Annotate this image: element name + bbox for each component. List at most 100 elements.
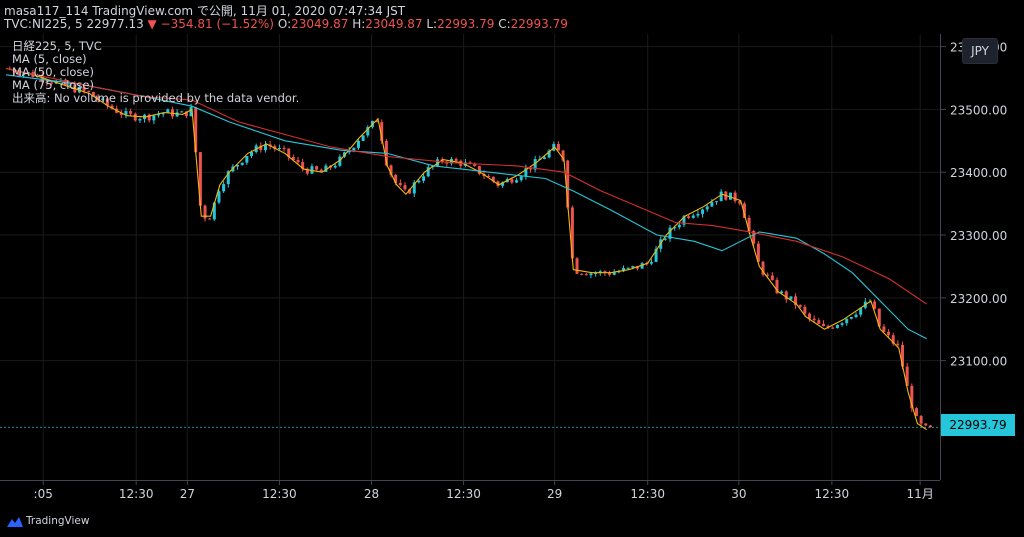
candle-down [756, 243, 760, 262]
candle-down [315, 166, 319, 170]
candle-down [919, 416, 923, 424]
candle-down [529, 168, 533, 170]
candle-up [617, 271, 621, 273]
high-value: 23049.87 [365, 17, 423, 31]
candle-down [491, 176, 495, 182]
legend-ma5[interactable]: MA (5, close) [12, 52, 87, 66]
candle-up [236, 164, 240, 167]
candle-down [747, 217, 751, 231]
candle-up [859, 307, 863, 315]
open-label: O: [277, 17, 292, 31]
candle-up [338, 156, 342, 166]
footer [0, 510, 1024, 537]
legend-ma75[interactable]: MA (75, close) [12, 78, 94, 92]
candle-up [589, 273, 593, 276]
candle-up [668, 227, 672, 239]
candle-up [22, 73, 26, 76]
candle-up [594, 273, 598, 275]
candle-up [361, 135, 365, 141]
legend-ma50[interactable]: MA (50, close) [12, 65, 94, 79]
legend-volume-note: 出来高: No volume is provided by the data v… [12, 91, 300, 105]
candle-down [794, 296, 798, 306]
candle-up [728, 192, 732, 200]
price-axis-divider [940, 34, 941, 480]
candle-down [282, 147, 286, 149]
low-value: 22993.79 [437, 17, 495, 31]
candle-up [77, 86, 81, 93]
ma50-line [5, 74, 927, 340]
candle-up [849, 317, 853, 319]
candle-down [891, 335, 895, 344]
candle-down [96, 96, 100, 101]
candle-up [654, 248, 658, 262]
candle-up [166, 109, 170, 114]
candle-down [905, 366, 909, 386]
price-change: ▼ −354.81 (−1.52%) [147, 17, 274, 31]
x-tick-label: 12:30 [262, 487, 297, 501]
x-tick-label: 12:30 [446, 487, 481, 501]
plot-area[interactable] [0, 34, 940, 481]
candle-down [208, 218, 212, 220]
tradingview-logo-icon[interactable] [6, 515, 24, 529]
candle-up [157, 114, 161, 116]
candle-up [622, 268, 626, 272]
candle-up [701, 209, 705, 214]
candle-up [631, 266, 635, 268]
currency-button[interactable]: JPY [962, 38, 998, 64]
candle-up [542, 157, 546, 160]
candle-up [138, 119, 142, 121]
ohlc-info: TVC:NI225, 5 22977.13 ▼ −354.81 (−1.52%)… [4, 17, 568, 31]
x-tick-label: 11月 [907, 487, 934, 501]
candle-up [161, 113, 165, 115]
candle-up [835, 324, 839, 329]
candle-down [45, 81, 49, 83]
candle-up [515, 180, 519, 183]
candle-up [519, 176, 523, 181]
candle-up [245, 156, 249, 163]
candle-down [561, 150, 565, 161]
legend-symbol: 日経225, 5, TVC [12, 39, 102, 53]
ma5-line [5, 67, 928, 431]
candle-up [101, 98, 105, 101]
candle-down [738, 200, 742, 204]
candle-down [380, 122, 384, 141]
candle-down [473, 163, 477, 166]
candle-down [105, 98, 109, 106]
candle-up [356, 140, 360, 148]
candle-up [705, 206, 709, 210]
candle-down [914, 408, 918, 417]
candle-down [273, 146, 277, 149]
candle-up [612, 272, 616, 275]
candle-down [82, 86, 86, 91]
candle-up [180, 111, 184, 113]
x-tick-label: 12:30 [815, 487, 850, 501]
candle-down [510, 179, 514, 183]
last-price-label: 22993.79 [941, 414, 1015, 436]
candle-down [389, 165, 393, 175]
candle-down [603, 271, 607, 274]
candle-down [203, 205, 207, 219]
tradingview-brand[interactable]: TradingView [26, 515, 90, 527]
candle-up [226, 171, 230, 185]
candle-up [310, 166, 314, 174]
candle-down [319, 169, 323, 172]
candle-up [222, 184, 226, 192]
candle-down [259, 145, 263, 151]
candle-down [119, 112, 123, 115]
candle-down [194, 106, 198, 153]
candle-down [40, 75, 44, 82]
candle-down [408, 189, 412, 194]
open-value: 23049.87 [291, 17, 349, 31]
candle-up [524, 168, 528, 177]
candle-down [129, 111, 133, 114]
chart-header: masa117_114 TradingView.com で公開, 11月 01,… [0, 0, 1024, 36]
candle-up [640, 263, 644, 269]
candle-up [250, 151, 254, 157]
candle-up [649, 261, 653, 264]
candle-up [412, 182, 416, 194]
price-chart[interactable]: 23600.0023500.0023400.0023300.0023200.00… [0, 34, 1024, 510]
candle-up [682, 216, 686, 225]
y-tick-label: 23500.00 [950, 103, 1007, 117]
candle-up [324, 165, 328, 172]
candle-down [570, 207, 574, 259]
